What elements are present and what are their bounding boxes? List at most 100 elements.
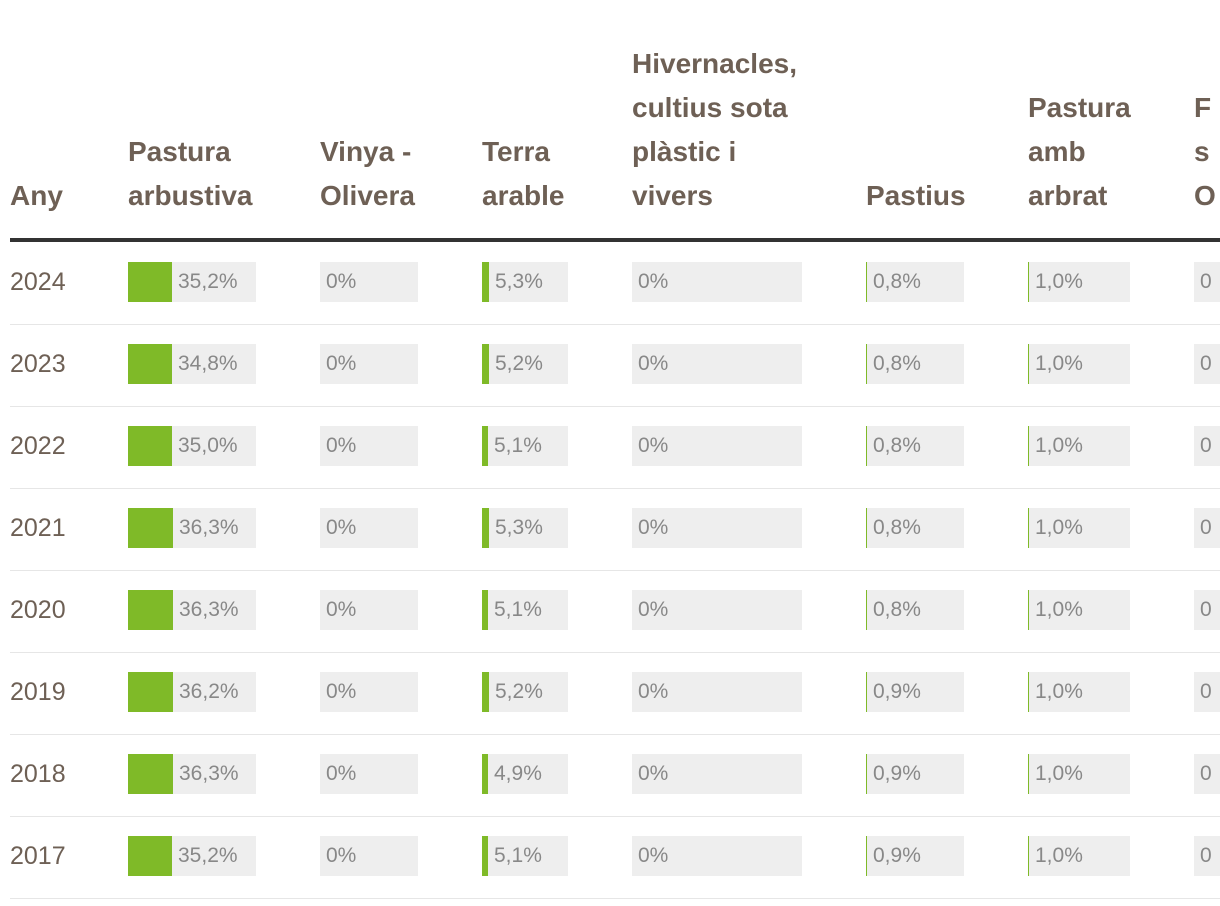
value-label: 0%: [326, 352, 357, 375]
value-label: 36,3%: [179, 762, 239, 785]
value-cell: 0: [1194, 836, 1220, 876]
header-column: Pastius: [866, 180, 966, 211]
value-label: 5,1%: [494, 598, 542, 621]
value-label: 5,2%: [495, 352, 543, 375]
value-label: 0: [1200, 762, 1212, 785]
year-label: 2017: [10, 842, 66, 870]
table-row: 2024 35,2% 0% 5,3% 0% 0,8% 1,0% 0: [10, 242, 1220, 325]
value-cell: 36,3%: [128, 508, 256, 548]
value-label: 0,8%: [873, 434, 921, 457]
value-cell: 5,1%: [482, 590, 568, 630]
value-label: 4,9%: [494, 762, 542, 785]
value-label: 0,8%: [873, 270, 921, 293]
value-cell: 0%: [632, 262, 802, 302]
value-label: 0%: [638, 680, 669, 703]
table-row: 2019 36,2% 0% 5,2% 0% 0,9% 1,0% 0: [10, 652, 1220, 735]
header-column: Terra arable: [482, 136, 565, 211]
value-cell: 0,8%: [866, 262, 964, 302]
table-row: 2023 34,8% 0% 5,2% 0% 0,8% 1,0% 0: [10, 324, 1220, 407]
value-label: 34,8%: [178, 352, 238, 375]
value-label: 0%: [326, 434, 357, 457]
share-bar: [482, 590, 488, 630]
table-header: Any Pastura arbustiva Vinya - Olivera Terr…: [10, 0, 1220, 242]
header-column: Hivernacles, cultius sota plàstic i vive…: [632, 48, 797, 211]
value-cell: 35,2%: [128, 262, 256, 302]
value-cell: 0: [1194, 262, 1220, 302]
value-label: 0%: [638, 762, 669, 785]
share-bar: [128, 590, 173, 630]
value-label: 1,0%: [1035, 434, 1083, 457]
value-label: 0%: [326, 516, 357, 539]
value-label: 5,3%: [495, 270, 543, 293]
table-row: 2021 36,3% 0% 5,3% 0% 0,8% 1,0% 0: [10, 488, 1220, 571]
value-cell: 1,0%: [1028, 590, 1130, 630]
share-bar: [128, 754, 173, 794]
value-cell: 0: [1194, 590, 1220, 630]
value-label: 0%: [326, 598, 357, 621]
share-bar: [128, 836, 172, 876]
value-label: 0%: [326, 270, 357, 293]
value-cell: 36,3%: [128, 754, 256, 794]
share-bar: [128, 508, 173, 548]
year-label: 2018: [10, 760, 66, 788]
value-label: 0: [1200, 434, 1212, 457]
value-cell: 1,0%: [1028, 344, 1130, 384]
year-label: 2023: [10, 350, 66, 378]
value-label: 0,9%: [873, 762, 921, 785]
value-cell: 0%: [632, 672, 802, 712]
value-cell: 5,3%: [482, 262, 568, 302]
value-cell: 5,2%: [482, 344, 568, 384]
value-cell: 5,3%: [482, 508, 568, 548]
share-bar: [866, 426, 867, 466]
value-cell: 0%: [632, 754, 802, 794]
value-cell: 5,1%: [482, 426, 568, 466]
share-bar: [482, 262, 489, 302]
share-bar: [482, 344, 489, 384]
value-cell: 34,8%: [128, 344, 256, 384]
share-bar: [1028, 754, 1029, 794]
header-column: Vinya - Olivera: [320, 136, 415, 211]
share-bar: [1028, 672, 1029, 712]
value-label: 1,0%: [1035, 598, 1083, 621]
value-label: 0: [1200, 352, 1212, 375]
value-label: 0%: [638, 844, 669, 867]
share-bar: [866, 836, 867, 876]
value-label: 5,2%: [495, 680, 543, 703]
value-label: 0%: [326, 844, 357, 867]
share-bar: [1028, 508, 1029, 548]
table-row: 2018 36,3% 0% 4,9% 0% 0,9% 1,0% 0: [10, 734, 1220, 817]
share-bar: [482, 508, 489, 548]
value-cell: 0: [1194, 344, 1220, 384]
share-bar: [866, 262, 867, 302]
share-bar: [482, 672, 489, 712]
year-label: 2021: [10, 514, 66, 542]
share-bar: [866, 754, 867, 794]
value-cell: 0%: [632, 590, 802, 630]
value-cell: 0,8%: [866, 590, 964, 630]
value-label: 1,0%: [1035, 762, 1083, 785]
value-label: 36,2%: [179, 680, 239, 703]
value-label: 1,0%: [1035, 844, 1083, 867]
value-cell: 5,1%: [482, 836, 568, 876]
value-cell: 0%: [320, 262, 418, 302]
value-label: 5,3%: [495, 516, 543, 539]
value-label: 0%: [638, 434, 669, 457]
share-bar: [866, 590, 867, 630]
share-bar: [482, 836, 488, 876]
value-cell: 0,8%: [866, 426, 964, 466]
share-bar: [866, 672, 867, 712]
value-label: 0,9%: [873, 680, 921, 703]
value-cell: 5,2%: [482, 672, 568, 712]
table-row: 2022 35,0% 0% 5,1% 0% 0,8% 1,0% 0: [10, 406, 1220, 489]
header-column: F s O: [1194, 92, 1216, 211]
share-bar: [866, 344, 867, 384]
header-column: Pastura arbustiva: [128, 136, 253, 211]
value-cell: 0: [1194, 426, 1220, 466]
share-bar: [128, 426, 172, 466]
share-bar: [128, 262, 172, 302]
value-cell: 36,2%: [128, 672, 256, 712]
value-cell: 0,9%: [866, 754, 964, 794]
share-bar: [482, 754, 488, 794]
value-label: 0%: [638, 352, 669, 375]
